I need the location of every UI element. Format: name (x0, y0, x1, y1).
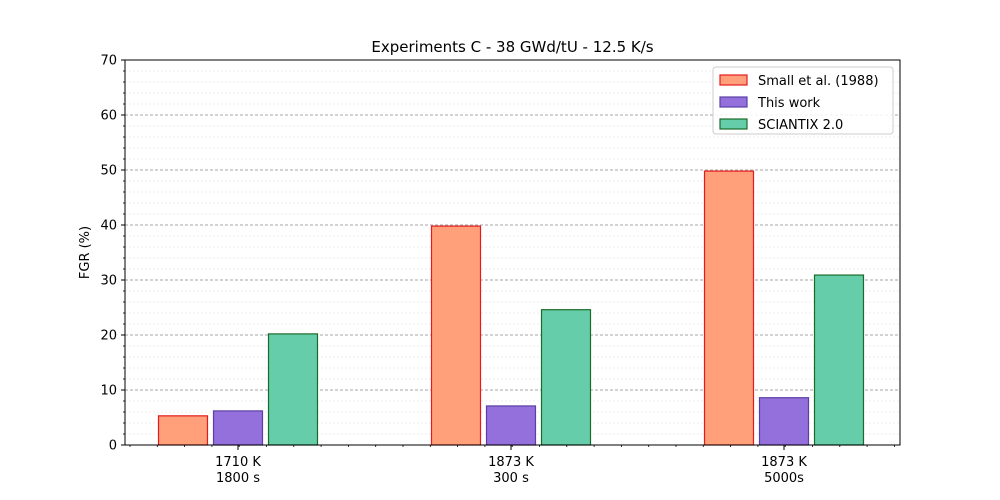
bar (703, 170, 755, 446)
x-tick-label: 300 s (493, 471, 529, 486)
legend: Small et al. (1988) This work SCIANTIX 2.0 (712, 66, 894, 135)
legend-swatch (719, 96, 748, 108)
y-tick-label: 50 (100, 164, 117, 179)
bar (430, 225, 482, 446)
y-tick-label: 0 (109, 439, 117, 454)
legend-box (712, 66, 894, 135)
x-tick-label: 1873 K (488, 455, 534, 470)
legend-label: Small et al. (1988) (758, 74, 879, 89)
y-tick-label: 60 (100, 109, 117, 124)
bar (540, 309, 592, 446)
chart-title: Experiments C - 38 GWd/tU - 12.5 K/s (371, 38, 653, 56)
bar (267, 333, 319, 446)
legend-label: This work (757, 96, 821, 111)
bar (157, 415, 209, 446)
y-tick-label: 30 (100, 274, 117, 289)
x-tick-label: 1710 K (215, 455, 261, 470)
x-tick-label: 5000s (764, 471, 804, 486)
y-tick-label: 40 (100, 219, 117, 234)
x-tick-label: 1800 s (216, 471, 260, 486)
y-tick-label: 10 (100, 384, 117, 399)
bar (212, 410, 264, 446)
bars-layer (157, 170, 865, 446)
x-tick-label: 1873 K (761, 455, 807, 470)
legend-swatch (719, 74, 748, 86)
y-tick-label: 20 (100, 329, 117, 344)
bar (813, 274, 865, 446)
y-tick-label: 70 (100, 54, 117, 69)
legend-swatch (719, 118, 748, 130)
y-axis-label: FGR (%) (78, 226, 93, 279)
grid-layer (125, 70, 900, 435)
legend-label: SCIANTIX 2.0 (758, 118, 843, 133)
bar (485, 405, 537, 446)
bar (758, 397, 810, 446)
